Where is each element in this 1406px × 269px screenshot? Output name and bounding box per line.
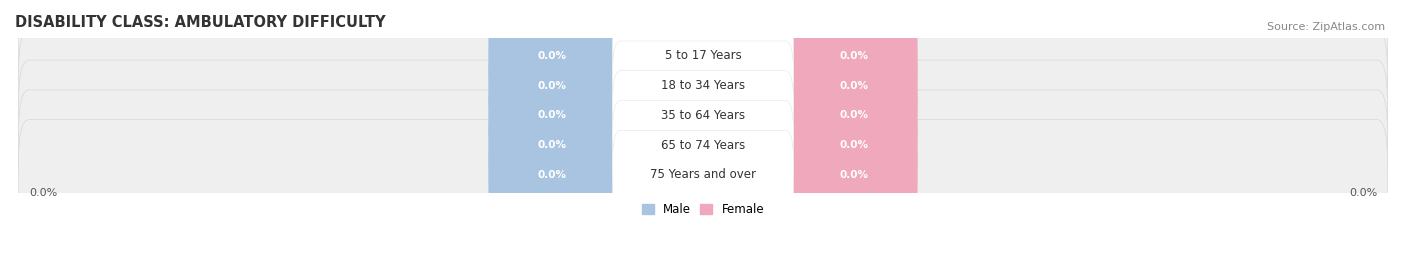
FancyBboxPatch shape — [612, 71, 794, 160]
FancyBboxPatch shape — [488, 11, 614, 101]
FancyBboxPatch shape — [792, 11, 918, 101]
FancyBboxPatch shape — [18, 90, 1388, 201]
Text: 0.0%: 0.0% — [839, 111, 869, 121]
Text: 0.0%: 0.0% — [537, 170, 567, 180]
FancyBboxPatch shape — [792, 101, 918, 190]
Text: 0.0%: 0.0% — [839, 51, 869, 61]
FancyBboxPatch shape — [612, 11, 794, 101]
FancyBboxPatch shape — [18, 1, 1388, 111]
Text: 0.0%: 0.0% — [839, 81, 869, 91]
Text: 0.0%: 0.0% — [537, 140, 567, 150]
FancyBboxPatch shape — [18, 30, 1388, 141]
Text: 75 Years and over: 75 Years and over — [650, 168, 756, 182]
Text: 0.0%: 0.0% — [1348, 188, 1378, 198]
Text: 35 to 64 Years: 35 to 64 Years — [661, 109, 745, 122]
Text: 65 to 74 Years: 65 to 74 Years — [661, 139, 745, 152]
Text: DISABILITY CLASS: AMBULATORY DIFFICULTY: DISABILITY CLASS: AMBULATORY DIFFICULTY — [15, 15, 385, 30]
FancyBboxPatch shape — [612, 130, 794, 220]
FancyBboxPatch shape — [612, 41, 794, 130]
Text: 5 to 17 Years: 5 to 17 Years — [665, 49, 741, 62]
FancyBboxPatch shape — [488, 130, 614, 220]
Text: 0.0%: 0.0% — [839, 140, 869, 150]
Text: 0.0%: 0.0% — [537, 51, 567, 61]
Text: Source: ZipAtlas.com: Source: ZipAtlas.com — [1267, 22, 1385, 31]
FancyBboxPatch shape — [792, 71, 918, 160]
FancyBboxPatch shape — [488, 101, 614, 190]
Legend: Male, Female: Male, Female — [637, 199, 769, 221]
FancyBboxPatch shape — [488, 41, 614, 130]
FancyBboxPatch shape — [792, 130, 918, 220]
Text: 0.0%: 0.0% — [839, 170, 869, 180]
Text: 0.0%: 0.0% — [537, 81, 567, 91]
FancyBboxPatch shape — [18, 120, 1388, 230]
Text: 18 to 34 Years: 18 to 34 Years — [661, 79, 745, 92]
Text: 0.0%: 0.0% — [537, 111, 567, 121]
FancyBboxPatch shape — [18, 60, 1388, 171]
Text: 0.0%: 0.0% — [28, 188, 58, 198]
FancyBboxPatch shape — [612, 101, 794, 190]
FancyBboxPatch shape — [488, 71, 614, 160]
FancyBboxPatch shape — [792, 41, 918, 130]
